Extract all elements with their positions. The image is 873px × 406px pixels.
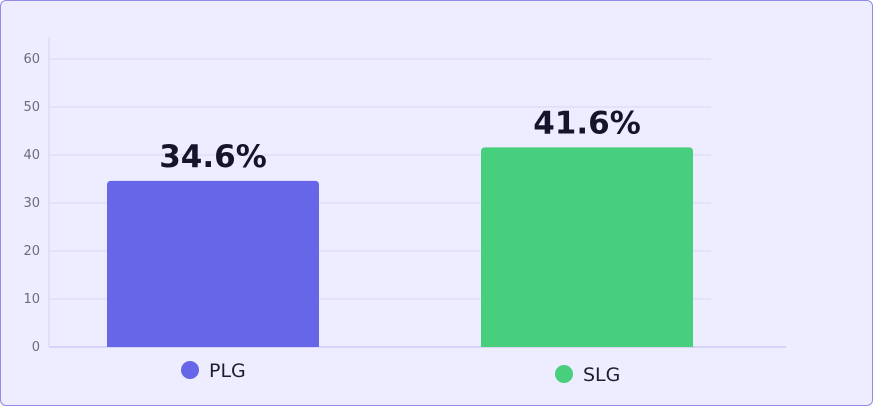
y-tick-label: 30 bbox=[23, 196, 40, 211]
y-tick-label: 20 bbox=[23, 244, 40, 259]
data-label-slg: 41.6% bbox=[533, 105, 641, 141]
data-labels: 34.6% 41.6% bbox=[159, 105, 641, 175]
legend-label-slg: SLG bbox=[583, 364, 620, 386]
data-label-plg: 34.6% bbox=[159, 139, 267, 175]
bar-slg bbox=[481, 147, 693, 347]
y-axis-ticks: 0 10 20 30 40 50 60 bbox=[23, 52, 40, 355]
y-tick-label: 10 bbox=[23, 292, 40, 307]
legend-label-plg: PLG bbox=[209, 360, 246, 382]
legend: PLG SLG bbox=[181, 360, 620, 386]
bar-plg bbox=[107, 180, 319, 347]
y-tick-label: 50 bbox=[23, 100, 40, 115]
bars bbox=[107, 147, 693, 347]
legend-marker-plg bbox=[181, 361, 199, 379]
legend-marker-slg bbox=[555, 365, 573, 383]
y-tick-label: 40 bbox=[23, 148, 40, 163]
y-tick-label: 60 bbox=[23, 52, 40, 67]
y-tick-label: 0 bbox=[32, 340, 40, 355]
